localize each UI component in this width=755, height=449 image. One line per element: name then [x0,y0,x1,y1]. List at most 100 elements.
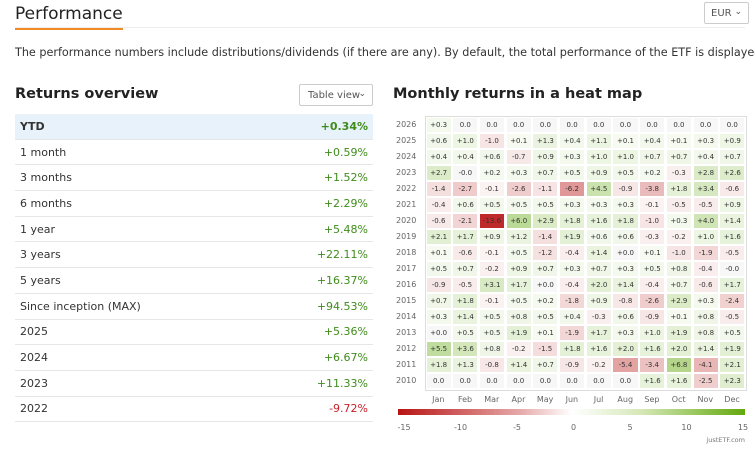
heatmap-cell: +2.0 [665,341,692,357]
heatmap-cell: +1.9 [719,341,746,357]
heatmap-cell: +0.7 [532,165,559,181]
returns-overview-title: Returns overview [15,86,159,102]
heatmap-cell: +0.3 [692,133,719,149]
year-label: 2024 [396,152,417,161]
heatmap-cell: -1.4 [532,229,559,245]
heatmap-cell: -0.8 [478,357,506,373]
returns-row: 1 month +0.59% [15,140,373,166]
year-label: 2021 [396,200,417,209]
currency-select[interactable]: EUR ⌄ [704,2,749,24]
heatmap-cell: -0.4 [559,245,586,261]
heatmap-cell: +2.0 [612,341,639,357]
heatmap-cell: +0.8 [665,261,692,277]
heatmap-cell: +1.3 [532,133,559,149]
heatmap-cell: +0.5 [478,325,506,341]
returns-value: +22.11% [316,248,368,262]
heatmap-cell: +0.0 [612,245,639,261]
heatmap-cell: +0.3 [612,197,639,213]
heatmap-cell: +0.1 [505,133,532,149]
heatmap-cell: +0.8 [505,309,532,325]
heatmap-cell: +0.5 [505,293,532,309]
heatmap-cell: +0.7 [719,149,746,165]
heatmap-cell: +1.9 [559,229,586,245]
heatmap-cell: +0.6 [478,149,506,165]
year-label: 2011 [396,360,417,369]
returns-row: Since inception (MAX) +94.53% [15,294,373,320]
heatmap-cell: +1.0 [585,149,612,165]
heatmap-cell: +0.7 [532,357,559,373]
month-label: Jun [565,395,579,404]
heatmap-cell: -0.9 [612,181,639,197]
heatmap-cell: -0.7 [505,149,532,165]
returns-row: YTD +0.34% [15,114,373,140]
heatmap-cell: +0.5 [452,325,479,341]
heatmap-cell: +0.8 [692,325,719,341]
heatmap-cell: -0.1 [639,197,666,213]
heatmap-cell: -4.1 [692,357,719,373]
heatmap-cell: +0.3 [612,261,639,277]
heatmap-cell: +0.7 [425,293,452,309]
heatmap-cell: -2.5 [692,373,719,389]
heatmap-cell: +6.8 [665,357,692,373]
heatmap-cell: +0.5 [505,197,532,213]
heatmap-cell: 0.0 [532,373,559,389]
color-scale-bar [398,409,745,415]
heatmap-cell: +0.9 [719,197,746,213]
heatmap-cell: 0.0 [532,117,559,133]
heatmap-cell: +3.1 [478,277,506,293]
heatmap-cell: +0.9 [478,229,506,245]
returns-value: -9.72% [329,402,368,416]
heatmap-cell: +2.9 [665,293,692,309]
heatmap-cell: +0.5 [559,165,586,181]
heatmap-cell: +0.7 [532,261,559,277]
heatmap-cell: +1.0 [639,325,666,341]
scale-tick-label: -10 [453,423,468,432]
heatmap-cell: -0.4 [692,261,719,277]
heatmap-cell: -0.5 [719,309,746,325]
heatmap-cell: +0.4 [559,309,586,325]
returns-value: +5.36% [323,325,368,339]
month-label: Feb [457,395,473,404]
year-label: 2020 [396,216,417,225]
heatmap-cell: +0.1 [639,245,666,261]
heatmap-cell: +0.6 [425,133,452,149]
returns-value: +94.53% [316,299,368,313]
heatmap-cell: +3.4 [692,181,719,197]
heatmap-cell: +1.8 [559,213,586,229]
heatmap-cell: +0.6 [452,197,479,213]
heatmap-cell: -0.5 [692,197,719,213]
returns-row: 1 year +5.48% [15,217,373,243]
returns-row: 3 months +1.52% [15,165,373,192]
heatmap-cell: +1.7 [505,277,532,293]
heatmap-cell: +0.6 [585,229,612,245]
heatmap-cell: +0.1 [665,309,692,325]
returns-label: 1 year [20,222,56,236]
heatmap-cell: +1.1 [585,133,612,149]
heatmap-cell: -0.2 [478,261,506,277]
heatmap-cell: -1.0 [478,133,506,149]
returns-label: YTD [20,119,45,133]
year-label: 2017 [396,264,417,273]
year-label: 2025 [396,136,417,145]
month-label: Oct [671,395,686,404]
year-label: 2022 [396,184,417,193]
heatmap-cell: +6.0 [505,213,532,229]
heatmap-cell: -0.8 [612,293,639,309]
heatmap-cell: +1.6 [639,341,666,357]
heatmap-cell: +1.8 [559,341,586,357]
heatmap-cell: -1.8 [559,293,586,309]
heatmap-cell: +0.3 [505,165,532,181]
year-label: 2014 [396,312,417,321]
heatmap-cell: 0.0 [692,117,719,133]
heatmap-cell: +5.5 [425,341,452,357]
heatmap-cell: +1.8 [665,181,692,197]
heatmap-cell: +1.3 [452,357,479,373]
heatmap-title: Monthly returns in a heat map [393,86,643,102]
heatmap-cell: 0.0 [452,117,479,133]
heatmap-cell: +1.2 [505,229,532,245]
returns-row: 5 years +16.37% [15,268,373,294]
heatmap-cell: -2.4 [719,293,746,309]
divider [15,27,745,28]
view-select[interactable]: Table view ⌄ [299,84,373,106]
heatmap-cell: -1.5 [532,341,559,357]
